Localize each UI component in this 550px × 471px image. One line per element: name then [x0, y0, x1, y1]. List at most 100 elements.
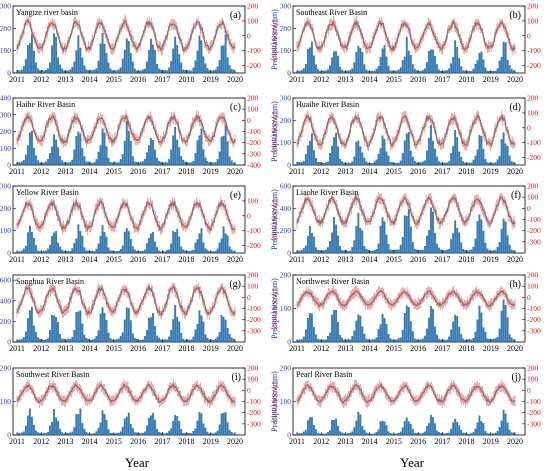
precip-bar [75, 414, 78, 436]
left-tick-label: 400 [0, 94, 11, 103]
precip-bar [202, 423, 205, 436]
precip-bar [472, 69, 475, 74]
x-tick-label: 2016 [130, 167, 146, 176]
precip-bar [391, 249, 394, 254]
precip-bar [403, 313, 406, 343]
precip-bar [464, 339, 467, 343]
right-tick-label: -200 [247, 408, 261, 417]
precip-bar [306, 318, 309, 343]
precip-bar [304, 329, 307, 343]
precip-bar [383, 45, 386, 74]
precip-bar [504, 42, 507, 74]
precip-bar [323, 250, 325, 254]
precip-bar [69, 251, 72, 254]
precip-bar [204, 63, 207, 74]
precip-bar [63, 433, 66, 436]
precip-bar [125, 307, 128, 343]
left-tick-label: 200 [280, 364, 292, 373]
precip-bar [172, 421, 175, 436]
right-tick-label: -300 [527, 237, 541, 246]
precip-bar [331, 57, 333, 74]
precip-bar [308, 313, 311, 343]
precip-bar [53, 315, 55, 343]
precip-bar [230, 249, 233, 254]
precip-bar [319, 71, 321, 74]
right-tick-label: 200 [527, 94, 539, 103]
precip-bar [488, 338, 491, 343]
precip-bar [39, 162, 41, 166]
left-tick-label: 0 [287, 431, 291, 440]
x-tick-label: 2019 [203, 167, 219, 176]
panel-b: 0 100 200 300 -200 -100 0 100 200 2011 2012 2013 201… [270, 2, 541, 85]
precip-bar [405, 417, 408, 436]
right-tick-label: 0 [247, 116, 251, 125]
twsa-axis-label: TWSA (mm) [270, 381, 279, 423]
precip-bar [73, 243, 76, 254]
precip-bar [341, 69, 344, 74]
precip-bar [500, 139, 503, 166]
precip-bar [302, 68, 305, 74]
precip-bar [218, 60, 221, 74]
precip-bar [180, 246, 183, 254]
precip-bar [69, 338, 72, 343]
precip-bar [230, 69, 233, 74]
precip-bar [389, 162, 392, 166]
precip-bar [480, 219, 483, 254]
precip-bar [43, 340, 45, 343]
precip-bar [355, 226, 358, 254]
precip-bar [381, 135, 384, 166]
precip-bar [446, 433, 449, 436]
precip-bar [176, 139, 179, 166]
precip-bar [454, 419, 457, 436]
precip-bar [55, 139, 57, 166]
precip-bar [351, 431, 354, 436]
precip-bar [24, 425, 27, 436]
left-tick-label: 0 [7, 431, 11, 440]
precip-bar [226, 235, 229, 254]
precip-bar [224, 233, 227, 254]
precip-bar [208, 339, 211, 343]
precip-bar [361, 52, 364, 74]
x-tick-label: 2014 [82, 437, 98, 446]
precip-bar [28, 310, 31, 343]
precip-bar [397, 338, 400, 343]
precip-bar [49, 330, 51, 343]
precip-bar [363, 333, 366, 343]
left-tick-label: 0 [7, 338, 11, 347]
precip-bar [91, 433, 94, 436]
precip-bar [93, 162, 96, 166]
x-tick-label: 2016 [130, 437, 146, 446]
precip-bar [458, 232, 461, 254]
precip-bar [208, 70, 211, 74]
x-tick-label: 2013 [337, 75, 353, 84]
precip-bar [75, 136, 78, 166]
precip-bar [184, 339, 187, 343]
precip-bar [79, 133, 82, 166]
precip-bar [222, 226, 225, 254]
precip-bar [131, 61, 134, 74]
precip-bar [222, 316, 225, 343]
precip-bar [341, 432, 344, 436]
precip-bar [313, 425, 315, 436]
precip-bar [460, 66, 463, 74]
precip-bar [478, 415, 481, 436]
precip-bar [208, 162, 211, 166]
panel-tag: (c) [230, 102, 241, 113]
precip-bar [385, 151, 388, 166]
precip-bar [194, 242, 197, 254]
precip-bar [315, 334, 317, 343]
precip-bar [397, 69, 400, 74]
precip-bar [325, 249, 327, 254]
x-tick-label: 2017 [154, 167, 170, 176]
precip-bar [214, 250, 217, 254]
precip-bar [468, 162, 471, 166]
precip-bar [333, 137, 335, 166]
precip-bar [389, 338, 392, 343]
precip-bar [315, 247, 317, 254]
x-tick-label: 2017 [154, 75, 170, 84]
precip-bar [375, 159, 378, 166]
precip-bar [212, 340, 215, 343]
precip-bar [298, 433, 301, 436]
precip-bar [105, 146, 108, 166]
precip-bar [428, 423, 430, 436]
